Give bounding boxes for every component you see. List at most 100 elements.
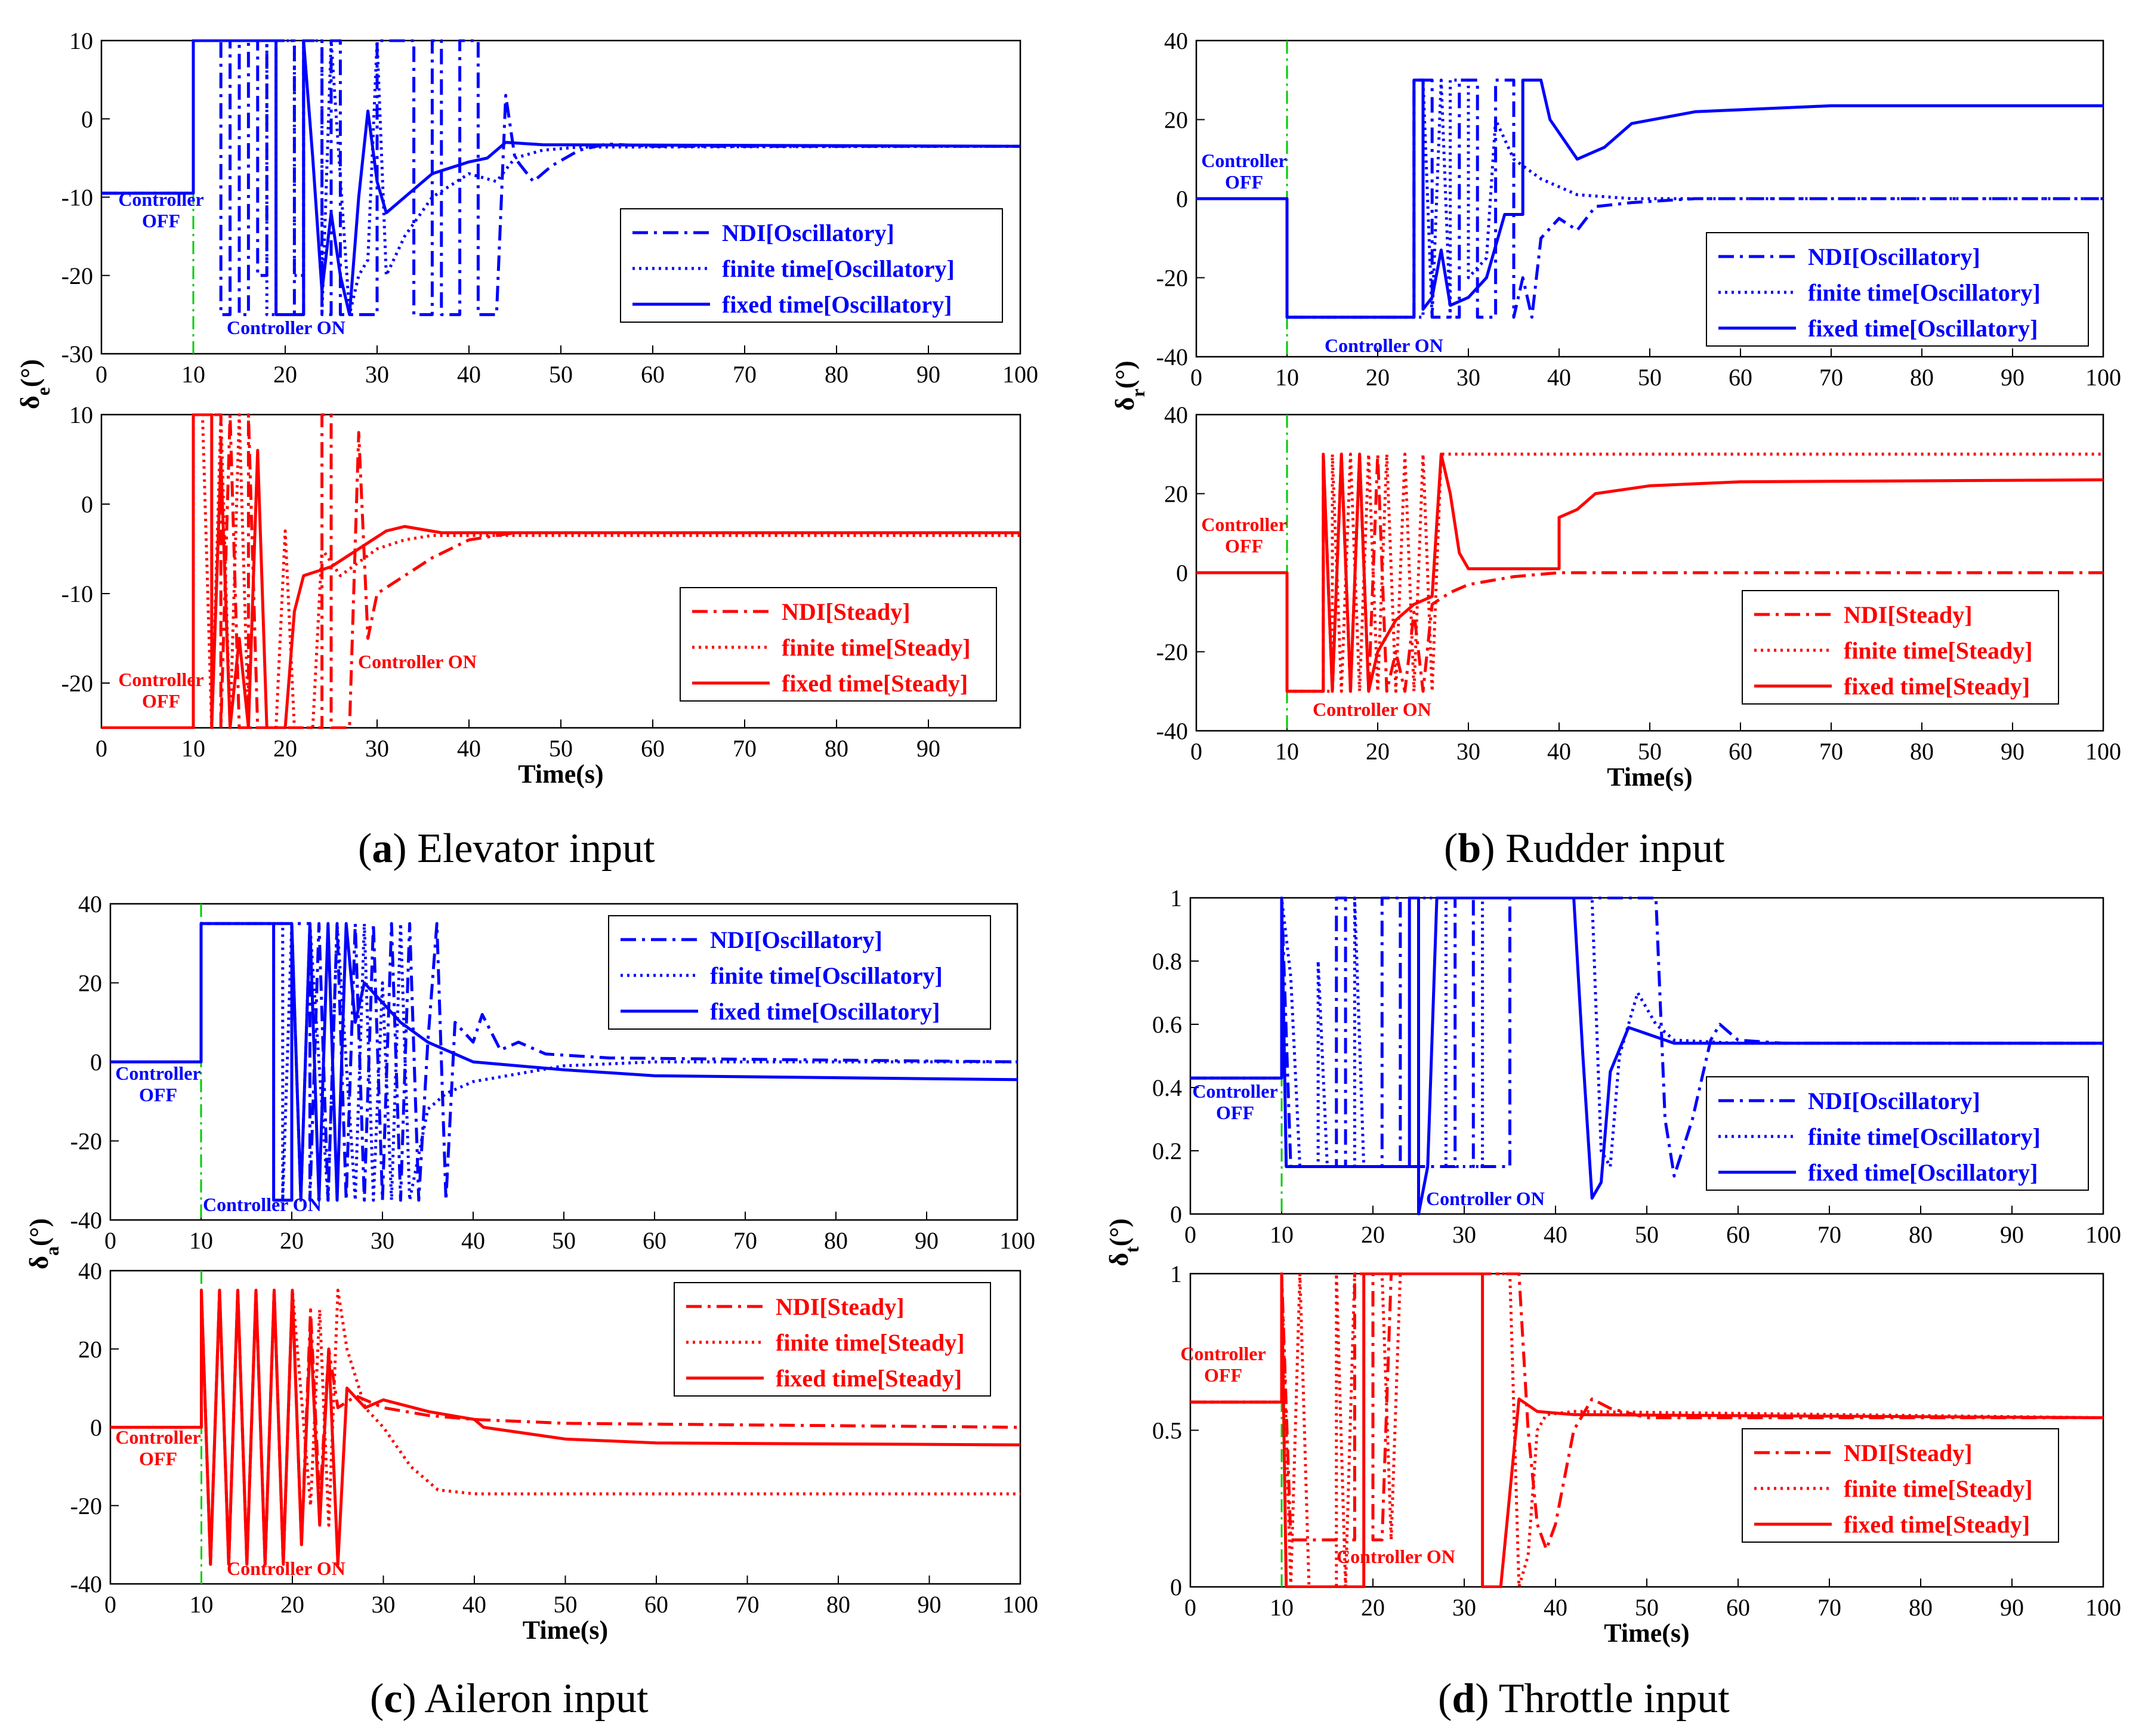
series-solid-line <box>110 1289 1020 1566</box>
y-tick-label: 0 <box>81 106 93 132</box>
y-tick-label: -40 <box>1156 344 1188 370</box>
x-tick-label: 30 <box>371 1227 394 1254</box>
legend-label: finite time[Oscillatory] <box>1808 1123 2041 1150</box>
x-tick-label: 90 <box>916 361 940 388</box>
legend: NDI[Oscillatory] finite time[Oscillatory]… <box>1706 1076 2089 1191</box>
x-tick-label: 0 <box>1190 738 1202 765</box>
controller-on-label: Controller ON <box>358 651 477 672</box>
x-tick-label: 90 <box>916 735 940 762</box>
legend-label: NDI[Steady] <box>1844 1440 1973 1466</box>
x-tick-label: 20 <box>1366 364 1390 391</box>
x-tick-label: 30 <box>1456 364 1480 391</box>
series-dashdot-line <box>1196 452 2103 693</box>
y-tick-label: 40 <box>78 891 102 918</box>
chart-rudder-oscillatory: 0 10 20 30 40 50 60 70 80 90 100 40 20 0 -20 -40 Control… <box>1110 27 2121 410</box>
x-tick-label: 70 <box>736 1591 760 1618</box>
controller-off-label-2: OFF <box>142 690 180 712</box>
controller-on-label: Controller ON <box>1426 1188 1545 1209</box>
x-tick-label: 10 <box>1275 364 1299 391</box>
x-tick-label: 10 <box>1270 1221 1294 1248</box>
chart-aileron-steady: 0 10 20 30 40 50 60 70 80 90 100 40 20 0 -20 -40 Control… <box>70 1258 1038 1645</box>
legend-label: finite time[Oscillatory] <box>722 255 955 282</box>
legend-label: fixed time[Oscillatory] <box>1808 315 2038 342</box>
x-tick-label: 50 <box>1635 1221 1659 1248</box>
x-tick-label: 90 <box>918 1591 942 1618</box>
x-tick-label: 50 <box>552 1227 576 1254</box>
x-tick-label: 80 <box>824 1227 848 1254</box>
x-tick-label: 40 <box>1544 1594 1567 1621</box>
legend-label: fixed time[Oscillatory] <box>722 291 952 318</box>
y-tick-label: -40 <box>70 1207 102 1234</box>
y-tick-label: 1 <box>1170 1261 1182 1287</box>
x-tick-label: 10 <box>190 1591 214 1618</box>
legend-label: NDI[Steady] <box>782 598 911 625</box>
controller-off-label-2: OFF <box>139 1084 177 1105</box>
controller-off-label: Controller <box>115 1426 200 1448</box>
x-tick-label: 40 <box>1547 364 1571 391</box>
controller-off-label-2: OFF <box>1216 1102 1254 1123</box>
legend-label: fixed time[Steady] <box>1844 1511 2030 1538</box>
legend-label: fixed time[Oscillatory] <box>1808 1159 2038 1186</box>
y-tick-label: -20 <box>1156 265 1188 292</box>
controller-on-label: Controller ON <box>203 1194 322 1215</box>
chart-rudder-steady: 0 10 20 30 40 50 60 70 80 90 100 40 20 0 -20 -40 Control… <box>1156 401 2121 792</box>
controller-off-label-2: OFF <box>1225 535 1263 557</box>
x-tick-label: 90 <box>2000 1221 2024 1248</box>
y-tick-label: -20 <box>61 262 93 289</box>
legend: NDI[Oscillatory] finite time[Oscillatory]… <box>1706 232 2089 347</box>
series-solid-line <box>1196 78 2103 319</box>
legend: NDI[Steady] finite time[Steady] fixed time… <box>1742 1428 2059 1543</box>
y-tick-label: 20 <box>78 970 102 997</box>
x-tick-label: 80 <box>1909 1221 1933 1248</box>
x-tick-label: 10 <box>181 735 205 762</box>
legend-label: NDI[Steady] <box>1844 601 1973 628</box>
controller-on-label: Controller ON <box>1337 1546 1455 1567</box>
chart-layer: 0 10 20 30 40 50 60 70 80 90 100100-10-20-30Contro… <box>16 27 2121 1648</box>
x-tick-label: 30 <box>1456 738 1480 765</box>
x-tick-label: 60 <box>644 1591 668 1618</box>
legend-label: NDI[Oscillatory] <box>710 926 882 953</box>
y-tick-label: -20 <box>70 1128 102 1155</box>
controller-off-label: Controller <box>118 189 203 210</box>
caption-c: (c) Aileron input <box>370 1676 649 1722</box>
series-solid-line <box>110 922 1017 1202</box>
x-tick-label: 50 <box>1638 364 1662 391</box>
y-tick-label: 0.2 <box>1152 1138 1182 1164</box>
x-tick-label: 40 <box>1544 1221 1567 1248</box>
x-tick-label: 70 <box>1817 1221 1841 1248</box>
x-axis-label: Time(s) <box>518 759 603 789</box>
x-tick-label: 30 <box>365 735 389 762</box>
x-tick-label: 10 <box>1275 738 1299 765</box>
caption-d: (d) Throttle input <box>1438 1676 1730 1722</box>
y-tick-label: 0 <box>1176 560 1188 586</box>
series-dashdot-line <box>1196 78 2103 319</box>
controller-off-label: Controller <box>115 1062 200 1084</box>
controller-on-label: Controller ON <box>227 1558 345 1579</box>
y-tick-label: -10 <box>61 580 93 607</box>
x-tick-label: 70 <box>733 735 757 762</box>
legend: NDI[Oscillatory] finite time[Oscillatory]… <box>608 915 991 1030</box>
legend-label: fixed time[Steady] <box>782 670 968 697</box>
x-tick-label: 70 <box>733 1227 757 1254</box>
series-dotted-line <box>110 922 1017 1202</box>
controller-off-label-2: OFF <box>1225 171 1263 193</box>
x-tick-label: 30 <box>365 361 389 388</box>
x-tick-label: 60 <box>1726 1221 1750 1248</box>
controller-off-label: Controller <box>1201 514 1286 535</box>
x-tick-label: 0 <box>95 361 107 388</box>
x-tick-label: 50 <box>1635 1594 1659 1621</box>
y-tick-label: 0 <box>90 1414 102 1441</box>
y-tick-label: -30 <box>61 341 93 367</box>
y-tick-label: 40 <box>1164 401 1188 428</box>
x-tick-label: 50 <box>1638 738 1662 765</box>
x-tick-label: 20 <box>280 1227 304 1254</box>
x-tick-label: 100 <box>1002 1591 1038 1618</box>
y-tick-label: 1 <box>1170 885 1182 912</box>
controller-off-label: Controller <box>118 669 203 690</box>
y-tick-label: 20 <box>1164 481 1188 508</box>
caption-a: (a) Elevator input <box>358 826 655 872</box>
x-tick-label: 80 <box>1909 1594 1933 1621</box>
legend-label: NDI[Steady] <box>776 1293 905 1320</box>
y-axis-label: δe(°) <box>16 359 54 409</box>
